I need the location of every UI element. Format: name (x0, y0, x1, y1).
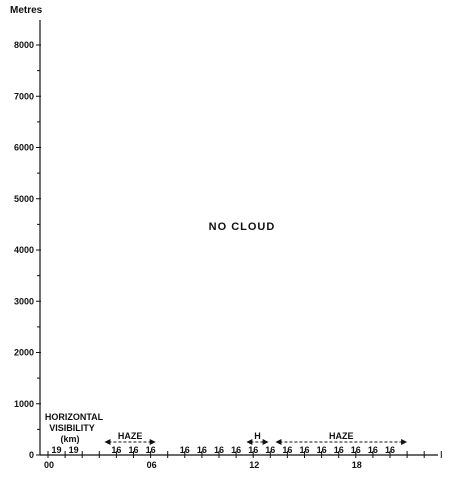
visibility-value: 16 (385, 445, 395, 455)
y-tick-label: 6000 (14, 143, 34, 153)
visibility-value: 16 (334, 445, 344, 455)
visibility-value: 16 (282, 445, 292, 455)
visibility-value: 16 (214, 445, 224, 455)
arrow-right-icon (149, 439, 156, 445)
visibility-value: 16 (197, 445, 207, 455)
visibility-value: 16 (248, 445, 258, 455)
y-tick-label: 0 (29, 450, 34, 460)
weather-span-h: H (246, 431, 269, 445)
weather-span-label: HAZE (118, 431, 143, 441)
visibility-caption-line-3: (km) (60, 434, 79, 444)
visibility-value: 16 (368, 445, 378, 455)
visibility-caption-line-1: HORIZONTAL (45, 412, 104, 422)
y-tick-label: 4000 (14, 245, 34, 255)
arrow-right-icon (401, 439, 408, 445)
x-tick-label: 18 (352, 460, 362, 470)
arrow-left-icon (104, 439, 111, 445)
visibility-caption: HORIZONTAL VISIBILITY (km) (45, 412, 104, 444)
visibility-value: 16 (180, 445, 190, 455)
visibility-value: 19 (69, 445, 79, 455)
arrow-left-icon (246, 439, 253, 445)
x-tick-label: 12 (249, 460, 259, 470)
visibility-values: 19 19 16 16 16 16 16 16 16 16 16 16 16 16 16 16 16 16 (52, 445, 395, 455)
y-axis-ticks: 0 1000 2000 3000 4000 5000 6000 7000 8000 (14, 40, 41, 460)
y-tick-label: 8000 (14, 40, 34, 50)
weather-span-haze: HAZE (104, 431, 156, 445)
visibility-value: 16 (128, 445, 138, 455)
x-tick-label: 00 (44, 460, 54, 470)
visibility-value: 16 (146, 445, 156, 455)
x-tick-label: 06 (147, 460, 157, 470)
y-tick-label: 2000 (14, 348, 34, 358)
y-tick-label: 7000 (14, 91, 34, 101)
weather-span-label: H (254, 431, 261, 441)
no-cloud-label: NO CLOUD (209, 221, 276, 233)
weather-span-haze: HAZE (275, 431, 408, 445)
visibility-value: 16 (351, 445, 361, 455)
y-tick-label: 3000 (14, 296, 34, 306)
arrow-left-icon (275, 439, 282, 445)
visibility-value: 16 (231, 445, 241, 455)
visibility-value: 16 (317, 445, 327, 455)
visibility-value: 16 (265, 445, 275, 455)
y-axis-unit: Metres (10, 5, 43, 16)
visibility-value: 19 (52, 445, 62, 455)
visibility-value: 16 (299, 445, 309, 455)
visibility-caption-line-2: VISIBILITY (49, 423, 95, 433)
y-tick-label: 5000 (14, 194, 34, 204)
visibility-value: 16 (111, 445, 121, 455)
weather-spans: HAZE H HAZE (104, 431, 408, 445)
x-axis-ticks: 00 06 12 18 (44, 451, 442, 470)
arrow-right-icon (262, 439, 269, 445)
y-tick-label: 1000 (14, 399, 34, 409)
weather-span-label: HAZE (329, 431, 354, 441)
